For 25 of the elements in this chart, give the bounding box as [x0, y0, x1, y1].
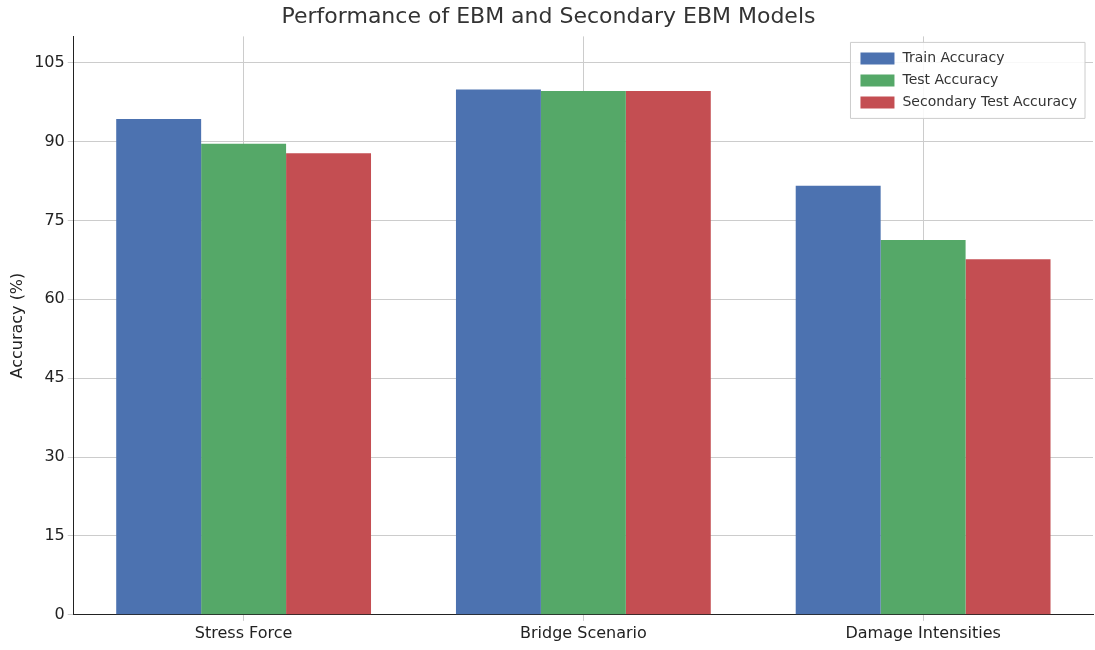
x-tick-label: Bridge Scenario — [519, 622, 647, 642]
y-tick-label: 60 — [44, 288, 65, 308]
legend-label: Test Accuracy — [901, 71, 999, 88]
y-tick-label: 75 — [44, 209, 65, 229]
bar — [455, 89, 541, 615]
x-tick-label: Stress Force — [194, 622, 293, 642]
y-tick-label: 30 — [44, 446, 65, 466]
chart-title: Performance of EBM and Secondary EBM Models — [281, 2, 816, 28]
bar — [795, 185, 881, 615]
bar — [116, 118, 202, 615]
legend-label: Train Accuracy — [901, 49, 1005, 66]
y-tick-label: 45 — [44, 367, 65, 387]
y-tick-label: 15 — [44, 525, 65, 545]
y-tick-label: 0 — [54, 603, 65, 623]
y-axis-title: Accuracy (%) — [6, 272, 26, 379]
bar — [540, 91, 626, 615]
bar — [625, 91, 711, 615]
x-tick-label: Damage Intensities — [845, 622, 1001, 642]
bar — [201, 143, 287, 615]
y-tick-label: 105 — [34, 51, 65, 71]
bar — [965, 259, 1051, 615]
y-tick-label: 90 — [44, 130, 65, 150]
bar — [880, 239, 966, 615]
bar — [286, 153, 372, 615]
legend-label: Secondary Test Accuracy — [902, 93, 1077, 110]
